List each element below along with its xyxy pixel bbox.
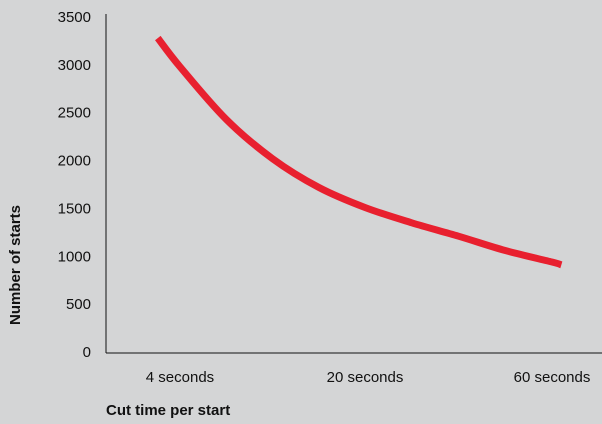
y-tick-label: 1000: [58, 248, 91, 265]
x-axis-title: Cut time per start: [106, 402, 230, 419]
x-axis: 4 seconds 20 seconds 60 seconds: [106, 352, 602, 386]
y-tick-label: 500: [66, 296, 91, 313]
x-tick-label: 4 seconds: [146, 369, 214, 386]
x-tick-label: 60 seconds: [514, 369, 591, 386]
series-line: [155, 35, 563, 269]
y-axis-title: Number of starts: [7, 205, 24, 325]
y-tick-label: 3000: [58, 57, 91, 74]
y-tick-label: 1500: [58, 200, 91, 217]
y-tick-label: 2500: [58, 105, 91, 122]
x-tick-label: 20 seconds: [327, 369, 404, 386]
y-tick-label: 0: [83, 344, 91, 361]
series-group: [155, 35, 563, 269]
y-tick-label: 2000: [58, 153, 91, 170]
y-tick-label: 3500: [58, 9, 91, 26]
y-axis: 0 500 1000 1500 2000 2500 3000 3500: [58, 9, 107, 361]
